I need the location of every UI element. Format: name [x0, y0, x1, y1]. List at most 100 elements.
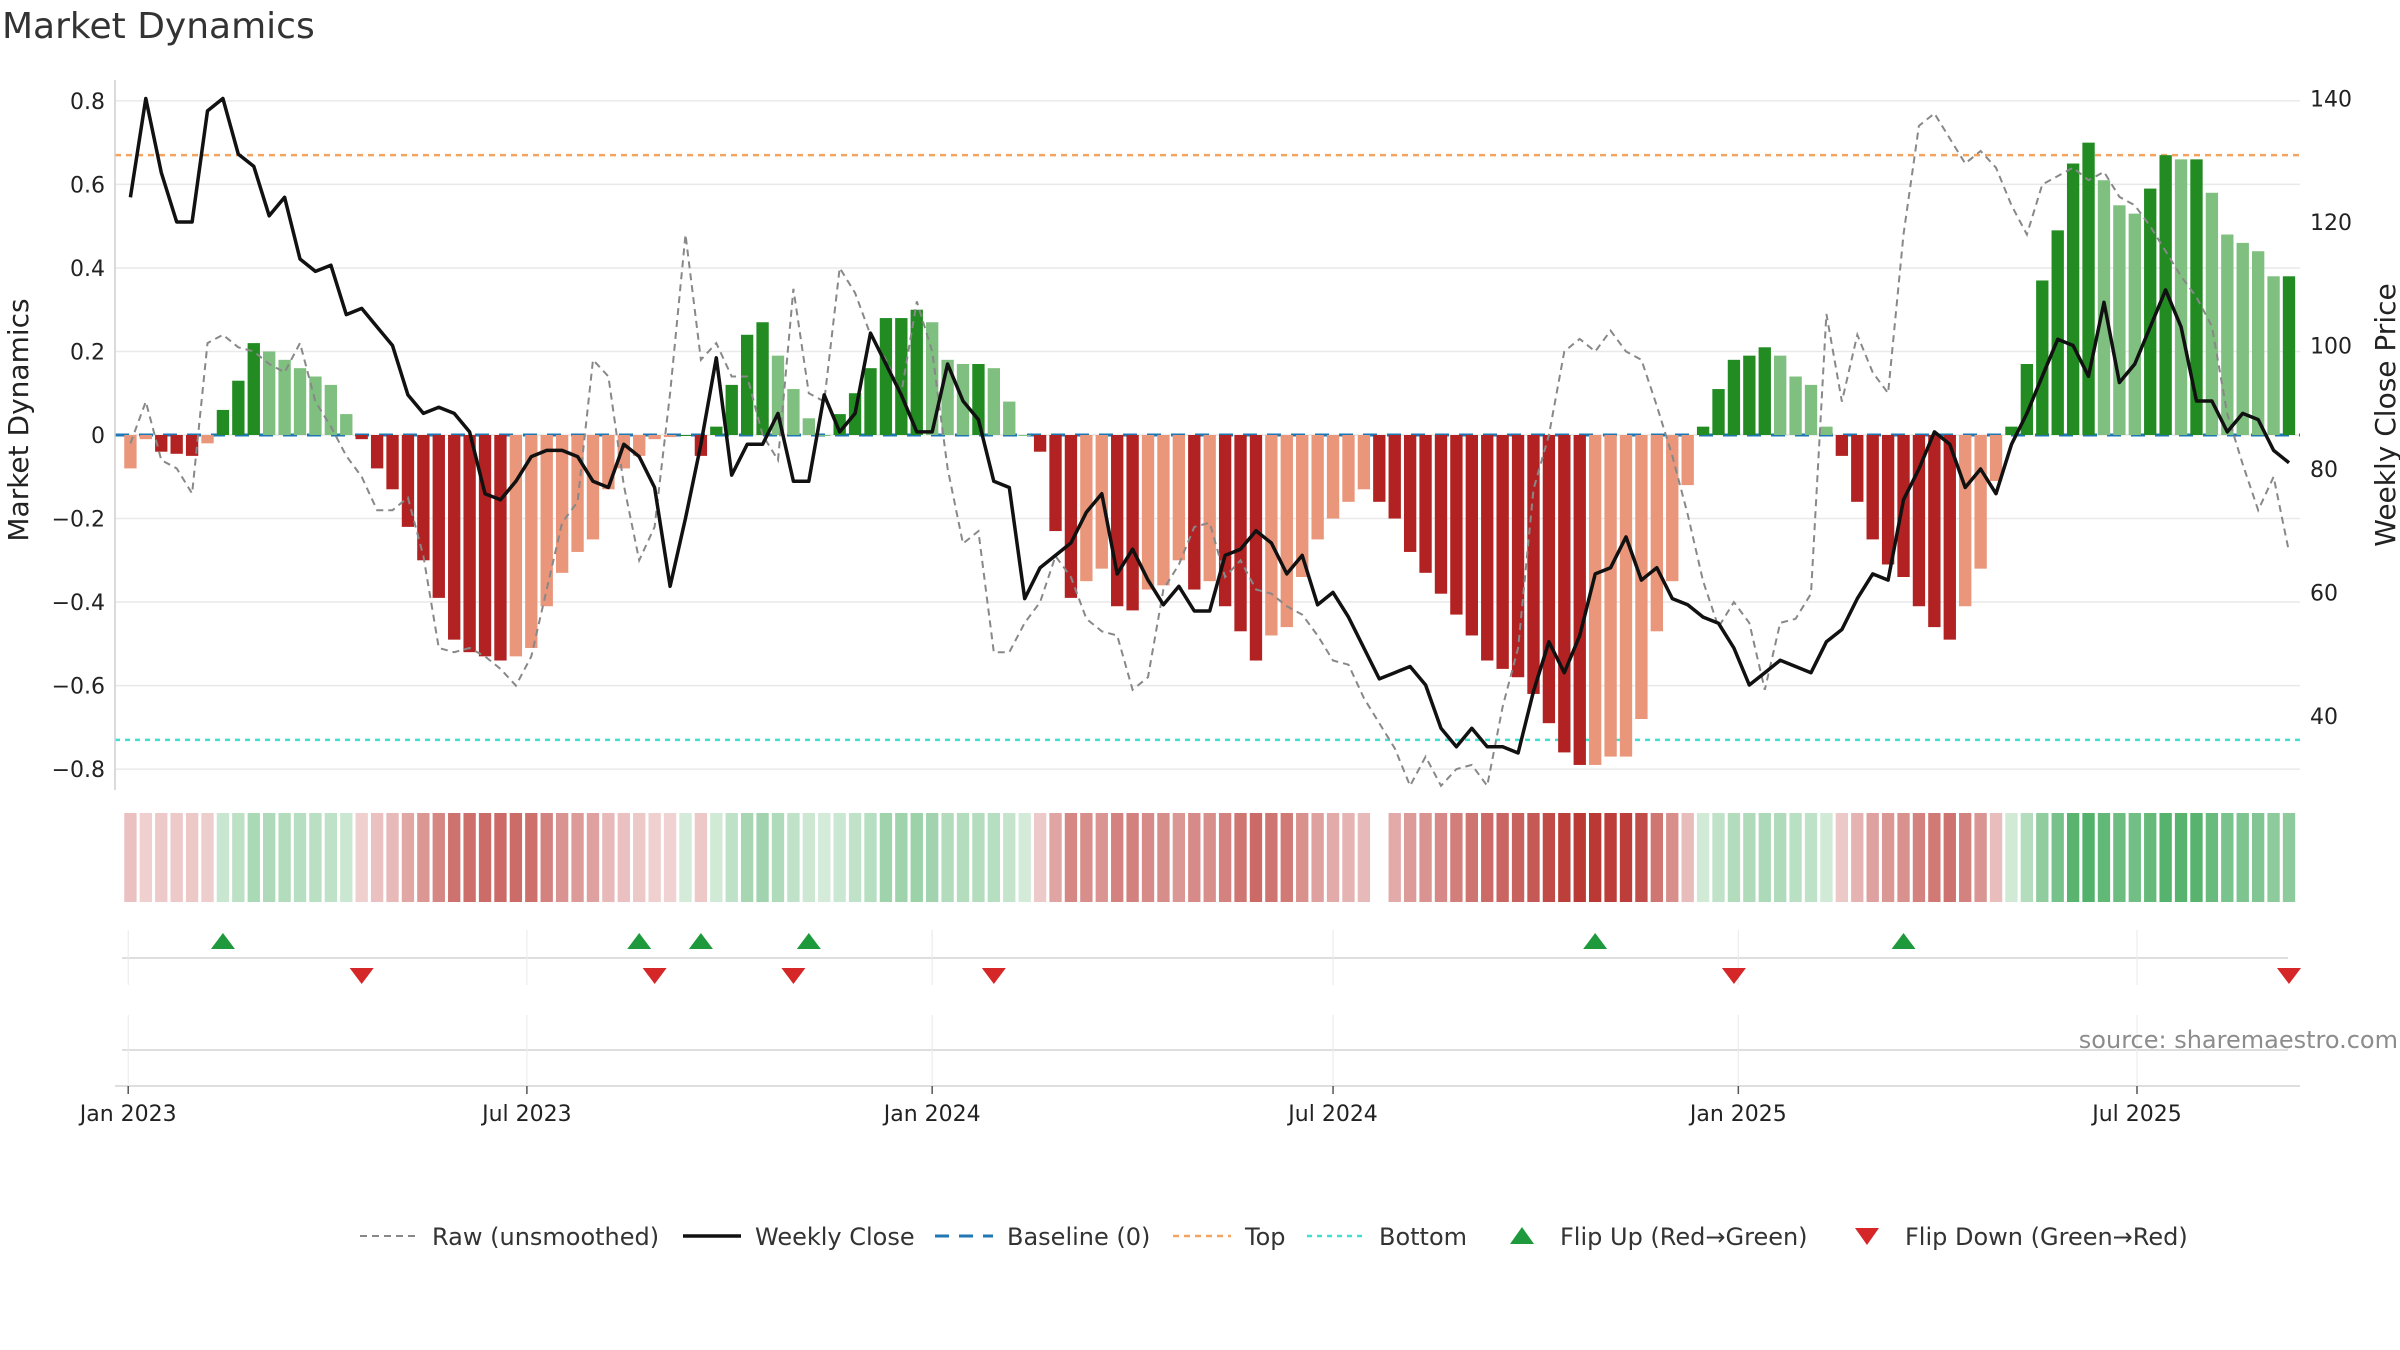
regime-strip-cell [740, 813, 754, 902]
dynamics-bar [124, 435, 137, 469]
regime-strip-cell [956, 813, 970, 902]
regime-strip-cell [1157, 813, 1170, 902]
regime-strip-cell [2082, 813, 2095, 902]
legend-item: Weekly Close [683, 1223, 915, 1251]
flip-up-marker [688, 933, 713, 949]
dynamics-bar [895, 318, 908, 435]
weekly-close-series [128, 96, 2291, 755]
regime-strip-cell [2097, 813, 2111, 902]
regime-strip-cell [1650, 813, 1664, 902]
regime-strip-cell [1203, 813, 1216, 902]
regime-strip-cell [278, 813, 291, 902]
regime-strip-cell [2128, 813, 2141, 902]
regime-strip-cell [1727, 813, 1741, 902]
dynamics-bar [525, 435, 538, 648]
dynamics-bar [756, 322, 769, 435]
legend-label: Flip Up (Red→Green) [1560, 1223, 1808, 1251]
regime-strip-cell [232, 813, 245, 902]
regime-strip-cell [1249, 813, 1263, 902]
regime-strip-cell [1619, 813, 1633, 902]
regime-strip-cell [1527, 813, 1540, 902]
regime-strip-cell [432, 813, 445, 902]
dynamics-bar [1403, 435, 1417, 552]
dynamics-bar [1542, 435, 1556, 724]
dynamics-bar [1866, 435, 1879, 540]
dynamics-bar [2051, 230, 2064, 435]
regime-strip-cell [1959, 813, 1972, 902]
dynamics-bar [247, 343, 260, 435]
dynamics-bar [1296, 435, 1309, 577]
regime-strip-cell [1758, 813, 1771, 902]
regime-strip-cell [1743, 813, 1756, 902]
x-tick-label: Jul 2024 [1286, 1102, 1378, 1127]
dynamics-bar [1974, 435, 1987, 569]
regime-strip-cell [1881, 813, 1895, 902]
y-right-axis-label: Weekly Close Price [2369, 283, 2400, 546]
dynamics-bar [263, 351, 276, 435]
regime-strip-cell [571, 813, 584, 902]
legend-swatch-flip-down [1855, 1228, 1879, 1245]
y-right-tick: 100 [2310, 334, 2352, 359]
raw-series [129, 111, 2290, 789]
regime-strip-cell [2190, 813, 2203, 902]
regime-strip-cell [417, 813, 430, 902]
dynamics-bar [1172, 435, 1186, 561]
dynamics-bar [1249, 435, 1263, 661]
dynamics-bar [2113, 205, 2126, 435]
dynamics-bar [1666, 435, 1679, 582]
regime-strip-cell [663, 813, 677, 902]
raw-unsmoothed-line [129, 111, 2290, 789]
dynamics-bar [2282, 276, 2296, 435]
regime-strip-cell [987, 813, 1001, 902]
regime-strip-cell [1018, 813, 1031, 902]
regime-strip-cell [2036, 813, 2049, 902]
regime-strip-cell [818, 813, 831, 902]
regime-strip-cell [247, 813, 260, 902]
dynamics-bar [802, 418, 815, 435]
dynamics-bar [401, 435, 415, 527]
dynamics-bar [2174, 159, 2188, 435]
regime-strip-cell [1588, 813, 1602, 902]
dynamics-bar [879, 318, 893, 435]
dynamics-bar [1280, 435, 1293, 628]
dynamics-bar [602, 435, 615, 490]
legend-item: Bottom [1307, 1223, 1467, 1251]
regime-strip-cell [1434, 813, 1448, 902]
regime-strip-cell [139, 813, 153, 902]
x-axis-ticks: Jan 2023 Jul 2023 Jan 2024 Jul 2024 Jan 2025… [78, 1086, 2182, 1127]
dynamics-bar [2144, 188, 2157, 435]
dynamics-bar [1450, 435, 1463, 615]
y-left-tick: −0.8 [52, 758, 105, 783]
y-left-tick: 0.2 [70, 340, 105, 365]
y-left-tick: −0.4 [52, 591, 105, 616]
regime-strip-cell [602, 813, 615, 902]
dynamics-bar [509, 435, 523, 657]
dynamics-bar [170, 435, 183, 454]
regime-strip-cell [1419, 813, 1432, 902]
regime-strip-cell [1696, 813, 1710, 902]
dynamics-bar [1080, 435, 1093, 582]
dynamics-bar [1835, 435, 1849, 456]
regime-strip-cell [463, 813, 476, 902]
regime-strip-cell [216, 813, 230, 902]
y-left-tick: −0.2 [52, 508, 105, 533]
dynamics-bar [1265, 435, 1278, 636]
dynamics-bar [1111, 435, 1124, 607]
regime-strip-cell [509, 813, 523, 902]
dynamics-bar [340, 414, 353, 435]
dynamics-bar [1743, 355, 1756, 435]
regime-strip-cell [1558, 813, 1571, 902]
dynamics-bar [1774, 355, 1787, 435]
regime-strip-cell [648, 813, 661, 902]
flip-down-marker [981, 968, 1006, 984]
weekly-close-line [128, 96, 2291, 755]
regime-strip-cell [1820, 813, 1833, 902]
dynamics-bar [2066, 163, 2080, 435]
regime-strip-cell [1141, 813, 1155, 902]
dynamics-bar [1311, 435, 1324, 540]
dynamics-bar [818, 435, 831, 436]
legend: Raw (unsmoothed) Weekly Close Baseline (0)… [360, 1223, 2188, 1251]
source-text: source: sharemaestro.com [2079, 1026, 2398, 1054]
regime-strip-cell [1388, 813, 1401, 902]
dynamics-bar [910, 309, 923, 435]
